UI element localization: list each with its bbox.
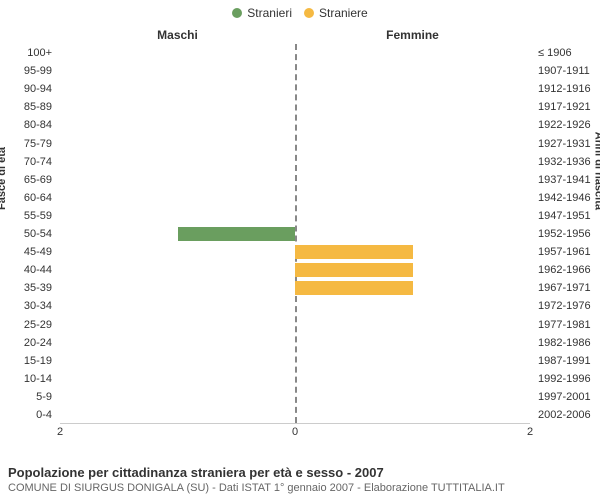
chart-row (60, 334, 530, 352)
chart-subtitle: COMUNE DI SIURGUS DONIGALA (SU) - Dati I… (8, 482, 592, 494)
y-right-label: 1907-1911 (538, 62, 590, 80)
y-right-label: 1972-1976 (538, 297, 591, 315)
y-left-label: 25-29 (24, 316, 52, 334)
legend-item-female: Straniere (304, 6, 368, 20)
chart-footer: Popolazione per cittadinanza straniera p… (8, 465, 592, 494)
chart-row (60, 243, 530, 261)
y-left-label: 70-74 (24, 153, 52, 171)
x-axis-ticks: 2 0 2 (60, 426, 530, 442)
chart-row (60, 44, 530, 62)
y-left-label: 75-79 (24, 135, 52, 153)
bar-female (295, 263, 413, 277)
chart-row (60, 388, 530, 406)
y-left-label: 80-84 (24, 116, 52, 134)
y-right-label: 1917-1921 (538, 98, 591, 116)
y-left-label: 35-39 (24, 279, 52, 297)
y-left-label: 20-24 (24, 334, 52, 352)
bar-female (295, 245, 413, 259)
y-right-label: 1912-1916 (538, 80, 591, 98)
chart-row (60, 279, 530, 297)
x-tick-label: 2 (57, 426, 63, 438)
x-tick-label: 0 (292, 426, 298, 438)
legend: Stranieri Straniere (0, 0, 600, 20)
chart-row (60, 171, 530, 189)
y-right-label: 1982-1986 (538, 334, 591, 352)
legend-item-male: Stranieri (232, 6, 292, 20)
y-left-label: 95-99 (24, 62, 52, 80)
legend-swatch-male (232, 8, 242, 18)
y-right-label: 1942-1946 (538, 189, 591, 207)
y-right-label: 1932-1936 (538, 153, 591, 171)
col-title-female: Femmine (295, 28, 530, 42)
y-left-label: 100+ (27, 44, 52, 62)
y-left-label: 60-64 (24, 189, 52, 207)
y-left-label: 30-34 (24, 297, 52, 315)
chart-title: Popolazione per cittadinanza straniera p… (8, 465, 592, 480)
y-right-label: ≤ 1906 (538, 44, 572, 62)
bar-male (178, 227, 296, 241)
y-right-labels: ≤ 19061907-19111912-19161917-19211922-19… (534, 44, 600, 424)
column-titles: Maschi Femmine (60, 28, 530, 42)
y-right-label: 1987-1991 (538, 352, 591, 370)
chart-row (60, 316, 530, 334)
legend-swatch-female (304, 8, 314, 18)
y-right-label: 1927-1931 (538, 135, 591, 153)
y-right-label: 1922-1926 (538, 116, 591, 134)
chart-row (60, 370, 530, 388)
y-left-label: 65-69 (24, 171, 52, 189)
chart-row (60, 153, 530, 171)
chart-row (60, 98, 530, 116)
chart-row (60, 116, 530, 134)
y-right-label: 1992-1996 (538, 370, 591, 388)
y-right-label: 1952-1956 (538, 225, 591, 243)
y-left-label: 90-94 (24, 80, 52, 98)
y-right-label: 1947-1951 (538, 207, 591, 225)
y-left-label: 40-44 (24, 261, 52, 279)
col-title-male: Maschi (60, 28, 295, 42)
y-left-label: 55-59 (24, 207, 52, 225)
chart-row (60, 261, 530, 279)
y-left-label: 15-19 (24, 352, 52, 370)
chart-row (60, 135, 530, 153)
chart-row (60, 352, 530, 370)
y-left-labels: 100+95-9990-9485-8980-8475-7970-7465-696… (0, 44, 56, 424)
chart-row (60, 207, 530, 225)
chart-row (60, 406, 530, 424)
y-right-label: 1957-1961 (538, 243, 591, 261)
chart-plot-area (60, 44, 530, 424)
y-left-label: 10-14 (24, 370, 52, 388)
x-tick-label: 2 (527, 426, 533, 438)
y-right-label: 2002-2006 (538, 406, 591, 424)
chart-container: Stranieri Straniere Maschi Femmine Fasce… (0, 0, 600, 500)
chart-row (60, 225, 530, 243)
y-right-label: 1977-1981 (538, 316, 591, 334)
y-left-label: 5-9 (36, 388, 52, 406)
y-right-label: 1997-2001 (538, 388, 591, 406)
y-left-label: 85-89 (24, 98, 52, 116)
y-right-label: 1937-1941 (538, 171, 591, 189)
y-left-label: 50-54 (24, 225, 52, 243)
bar-female (295, 281, 413, 295)
y-left-label: 45-49 (24, 243, 52, 261)
chart-row (60, 80, 530, 98)
chart-row (60, 62, 530, 80)
legend-label-female: Straniere (319, 6, 368, 20)
y-right-label: 1962-1966 (538, 261, 591, 279)
chart-row (60, 189, 530, 207)
chart-row (60, 297, 530, 315)
y-left-label: 0-4 (36, 406, 52, 424)
legend-label-male: Stranieri (247, 6, 292, 20)
y-right-label: 1967-1971 (538, 279, 591, 297)
